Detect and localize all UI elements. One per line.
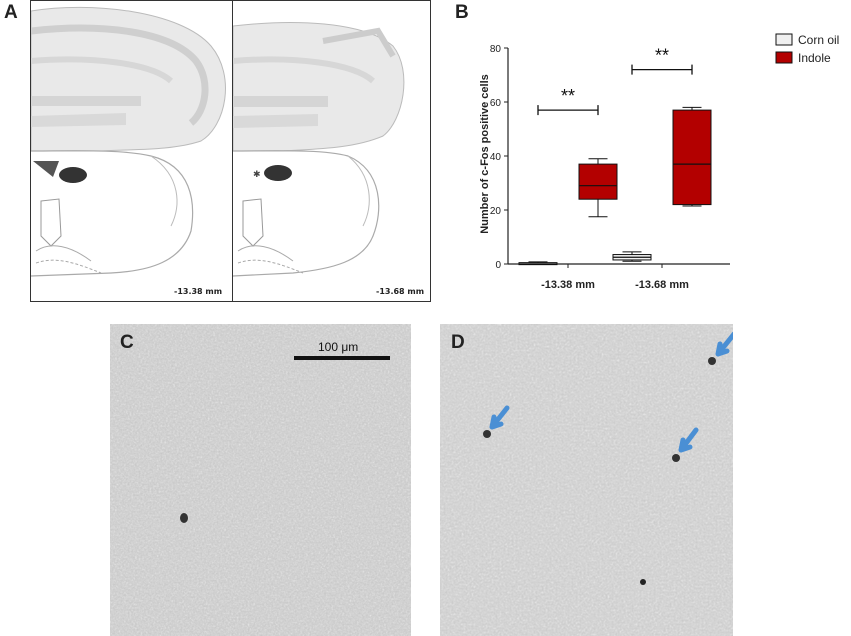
significance-label: **	[561, 86, 575, 106]
box-indole	[672, 109, 712, 206]
scale-bar	[294, 356, 390, 360]
atlas-level-right: -13.68 mm	[376, 287, 425, 296]
box-indole	[578, 163, 618, 200]
y-tick-label: 20	[490, 206, 502, 217]
atlas-section-left: -13.38 mm	[30, 0, 233, 302]
legend-label: Corn oil	[798, 33, 839, 47]
y-tick-label: 60	[490, 98, 502, 109]
arrow-icon	[489, 405, 510, 430]
arrow-icon	[715, 331, 733, 357]
x-tick-label: -13.68 mm	[635, 279, 689, 291]
legend-swatch	[775, 33, 793, 46]
panel-a-label: A	[4, 2, 18, 23]
y-axis-label: Number of c-Fos positive cells	[479, 74, 491, 234]
y-tick-label: 0	[495, 260, 501, 271]
micrograph-c-image	[110, 324, 411, 636]
panel-d-label: D	[451, 332, 465, 353]
brain-atlas-drawing-right: ✱	[233, 22, 405, 277]
micrograph-c	[110, 324, 411, 636]
panel-c-label: C	[120, 332, 134, 353]
legend-label: Indole	[798, 51, 831, 65]
svg-text:✱: ✱	[253, 169, 261, 179]
x-tick-label: -13.38 mm	[541, 279, 595, 291]
y-tick-label: 80	[490, 44, 502, 55]
panel-b-label: B	[455, 2, 469, 23]
scale-bar-label: 100 μm	[318, 340, 359, 354]
micrograph-d	[440, 324, 733, 636]
atlas-section-right: ✱ -13.68 mm	[232, 0, 431, 302]
cfos-box-chart: Number of c-Fos positive cells 0 20 40 60 80…	[479, 33, 839, 291]
brain-atlas-drawing-left	[31, 6, 226, 277]
arrow-icon	[678, 427, 699, 453]
atlas-level-left: -13.38 mm	[174, 287, 223, 296]
significance-label: **	[655, 46, 669, 66]
y-tick-label: 40	[490, 152, 502, 163]
micrograph-d-image	[440, 324, 733, 636]
legend-swatch	[775, 51, 793, 64]
